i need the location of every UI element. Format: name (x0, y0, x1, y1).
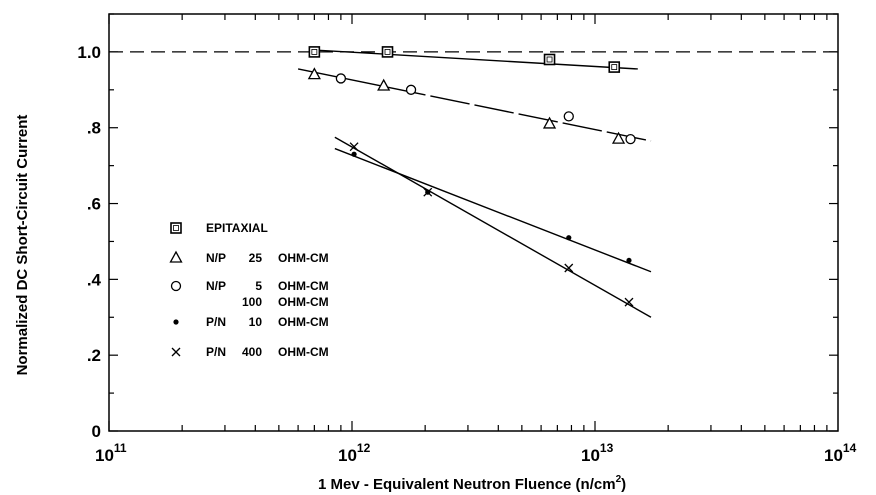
y-tick-label: .4 (87, 270, 102, 289)
data-point-series-1 (381, 46, 394, 58)
data-point-series-2 (307, 67, 321, 80)
y-tick-label: 0 (92, 422, 101, 441)
legend-label-series-2: N/P (206, 251, 226, 265)
fit-line-series-4 (334, 147, 652, 273)
legend-label-series-2: OHM-CM (278, 251, 329, 265)
y-tick-labels: 0 .2 .4 .6 .8 1.0 (77, 43, 101, 441)
data-point-series-3 (563, 111, 574, 122)
data-point-series-5 (564, 263, 574, 273)
x-tick-label: 1011 (95, 441, 127, 465)
x-axis-title: 1 Mev - Equivalent Neutron Fluence (n/cm… (318, 474, 626, 493)
legend-label-series-3: 5 (255, 279, 262, 293)
data-point-series-1 (308, 46, 321, 58)
data-point-series-4 (566, 235, 572, 241)
legend-label-series-4: P/N (206, 315, 226, 329)
x-tick-label: 1013 (581, 441, 614, 465)
data-point-series-2 (542, 116, 557, 129)
x-axis-title-main: 1 Mev - Equivalent Neutron Fluence (n/cm (318, 476, 616, 493)
data-point-series-3 (625, 133, 636, 145)
legend-marker-series-3 (170, 280, 182, 292)
legend-label-series-3: OHM-CM (278, 295, 329, 309)
data-point-series-3 (405, 84, 417, 95)
y-tick-label: .2 (87, 346, 101, 365)
legend-marker-series-2 (169, 250, 183, 263)
x-axis-title-close: ) (621, 476, 626, 493)
legend-label-series-5: OHM-CM (278, 345, 329, 359)
legend-marker-series-5 (171, 347, 181, 357)
data-point-series-5 (423, 187, 433, 197)
fit-line-series-2 (297, 68, 652, 142)
legend-label-series-3: OHM-CM (278, 279, 329, 293)
x-tick-label: 1014 (824, 441, 857, 465)
legend: EPITAXIAL N/P 25 OHM-CM N/P 5 OHM-CM 100 OHM-CM P… (169, 221, 329, 359)
data-point-series-5 (349, 142, 359, 152)
legend-label-series-5: 400 (242, 345, 262, 359)
legend-label-series-2: 25 (249, 251, 263, 265)
data-point-series-2 (611, 131, 626, 144)
x-tick-labels: 1011 1012 1013 1014 (95, 441, 857, 465)
axis-ticks (108, 13, 838, 432)
legend-marker-series-1 (170, 222, 182, 234)
fit-lines (297, 49, 652, 318)
x-tick-label: 1012 (338, 441, 371, 465)
fit-line-series-1 (314, 49, 638, 70)
data-point-series-3 (335, 73, 347, 84)
legend-label-series-5: P/N (206, 345, 226, 359)
legend-marker-series-4 (173, 319, 179, 325)
data-point-series-4 (351, 151, 357, 157)
y-tick-label: .6 (87, 195, 101, 214)
legend-label-series-3: N/P (206, 279, 226, 293)
data-point-series-5 (624, 297, 634, 307)
data-point-series-4 (626, 257, 632, 264)
plot-frame (108, 13, 839, 432)
data-point-series-1 (543, 53, 556, 66)
legend-label-series-4: OHM-CM (278, 315, 329, 329)
fit-line-series-5 (334, 136, 652, 318)
data-point-series-1 (608, 61, 621, 73)
y-tick-label: .8 (87, 119, 101, 138)
y-axis-title: Normalized DC Short-Circuit Current (14, 115, 31, 376)
data-markers (307, 46, 636, 307)
data-point-series-2 (377, 78, 391, 91)
legend-label-series-4: 10 (249, 315, 263, 329)
legend-label-series-1: EPITAXIAL (206, 221, 268, 235)
legend-label-series-3: 100 (242, 295, 262, 309)
x-axis-title-sup: 2 (616, 474, 622, 485)
y-tick-label: 1.0 (77, 43, 101, 62)
